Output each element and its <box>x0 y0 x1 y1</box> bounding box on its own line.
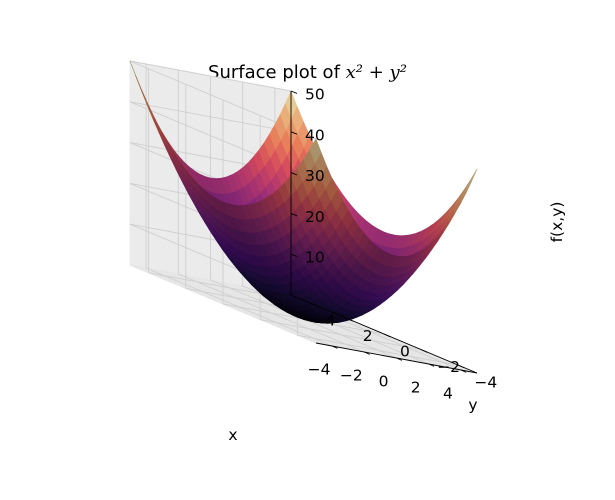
grid-line-x <box>242 82 429 365</box>
y-tick-mark <box>458 364 465 369</box>
y-tick-mark <box>309 302 316 306</box>
z-tick-mark <box>290 131 298 135</box>
x-tick-label: −4 <box>308 361 331 379</box>
y-tick-label: 0 <box>400 343 410 361</box>
surface-facet <box>452 188 465 211</box>
y-tick-mark <box>346 317 353 322</box>
grid-line-x <box>177 70 365 353</box>
y-tick-label: 2 <box>363 327 373 345</box>
chart-title-text: Surface plot of <box>208 62 340 83</box>
chart-title: Surface plot of x² + y² <box>0 62 615 83</box>
x-tick-mark <box>460 369 467 373</box>
x-tick-label: −2 <box>340 367 363 385</box>
x-tick-mark <box>364 351 370 355</box>
chart-title-math: x² + y² <box>345 62 407 83</box>
grid-line-x <box>145 64 333 347</box>
grid-line-x <box>210 76 397 359</box>
grid-line-z <box>129 101 317 181</box>
grid-line-y <box>148 68 310 304</box>
x-tick-mark <box>331 345 338 349</box>
z-axis-label: f(x,y) <box>548 202 566 243</box>
x-axis-label: x <box>228 426 237 444</box>
x-tick-label: 4 <box>443 385 453 403</box>
y-axis-label: y <box>468 396 477 414</box>
grid-line-y <box>222 100 385 335</box>
z-tick-label: 30 <box>305 167 325 185</box>
z-tick-label: 50 <box>305 86 325 104</box>
z-tick-mark <box>290 90 298 94</box>
z-tick-mark <box>290 253 298 258</box>
z-tick-mark <box>290 172 298 176</box>
surface-facet <box>465 168 478 192</box>
z-tick-label: 10 <box>305 249 325 267</box>
z-tick-mark <box>290 212 298 217</box>
x-tick-label: 2 <box>411 379 421 397</box>
surface-mesh <box>129 60 478 324</box>
x-tick-mark <box>428 363 435 367</box>
y-tick-label: 4 <box>326 311 336 329</box>
x-tick-mark <box>396 357 403 361</box>
z-tick-label: 40 <box>305 126 325 144</box>
y-tick-mark <box>383 333 391 338</box>
y-tick-mark <box>421 349 428 353</box>
z-tick-label: 20 <box>305 208 325 226</box>
y-tick-label: −4 <box>474 374 497 392</box>
y-tick-label: −2 <box>437 358 460 376</box>
x-tick-label: 0 <box>379 373 389 391</box>
